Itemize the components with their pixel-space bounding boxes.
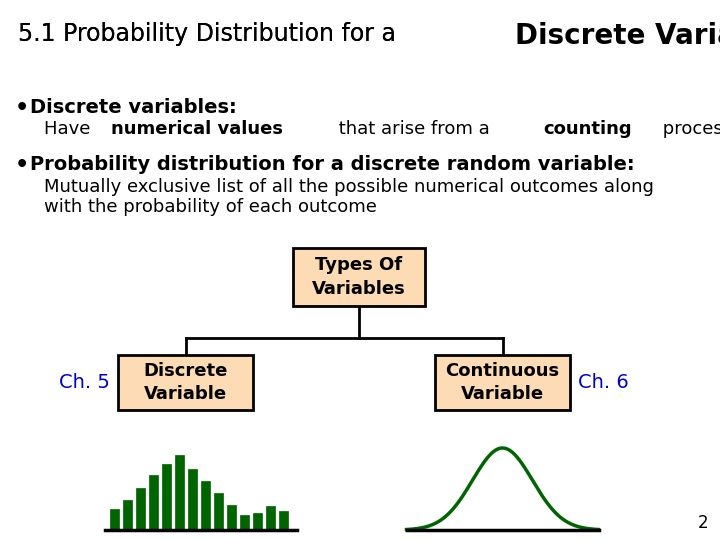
Bar <box>279 511 288 530</box>
Bar <box>214 492 223 530</box>
FancyBboxPatch shape <box>293 248 425 306</box>
Bar <box>110 509 119 530</box>
Text: numerical values: numerical values <box>112 120 283 138</box>
Bar <box>201 481 210 530</box>
Bar <box>136 488 145 530</box>
Text: 5.1 Probability Distribution for a: 5.1 Probability Distribution for a <box>18 22 403 46</box>
Bar <box>149 475 158 530</box>
Bar <box>123 500 132 530</box>
Text: Discrete Variable: Discrete Variable <box>516 22 720 50</box>
Bar <box>253 513 262 530</box>
Text: process: process <box>657 120 720 138</box>
Bar <box>175 455 184 530</box>
Text: Ch. 5: Ch. 5 <box>59 373 110 392</box>
Text: Have: Have <box>44 120 96 138</box>
Text: Continuous
Variable: Continuous Variable <box>446 362 559 403</box>
Text: Probability distribution for a discrete random variable:: Probability distribution for a discrete … <box>30 155 634 174</box>
Bar <box>227 504 236 530</box>
Text: 5.1 Probability Distribution for a: 5.1 Probability Distribution for a <box>18 22 403 46</box>
Bar <box>188 469 197 530</box>
Text: Discrete
Variable: Discrete Variable <box>143 362 228 403</box>
FancyBboxPatch shape <box>118 355 253 410</box>
Text: 2: 2 <box>698 514 708 532</box>
Text: counting: counting <box>543 120 631 138</box>
Text: •: • <box>15 98 30 118</box>
Text: with the probability of each outcome: with the probability of each outcome <box>44 198 377 216</box>
Bar <box>266 506 275 530</box>
Bar <box>240 515 249 530</box>
Text: Mutually exclusive list of all the possible numerical outcomes along: Mutually exclusive list of all the possi… <box>44 178 654 196</box>
Text: Discrete variables:: Discrete variables: <box>30 98 237 117</box>
Text: Types Of
Variables: Types Of Variables <box>312 256 406 298</box>
Text: •: • <box>15 155 30 175</box>
FancyBboxPatch shape <box>435 355 570 410</box>
Text: Ch. 6: Ch. 6 <box>578 373 629 392</box>
Bar <box>162 464 171 530</box>
Text: that arise from a: that arise from a <box>333 120 495 138</box>
